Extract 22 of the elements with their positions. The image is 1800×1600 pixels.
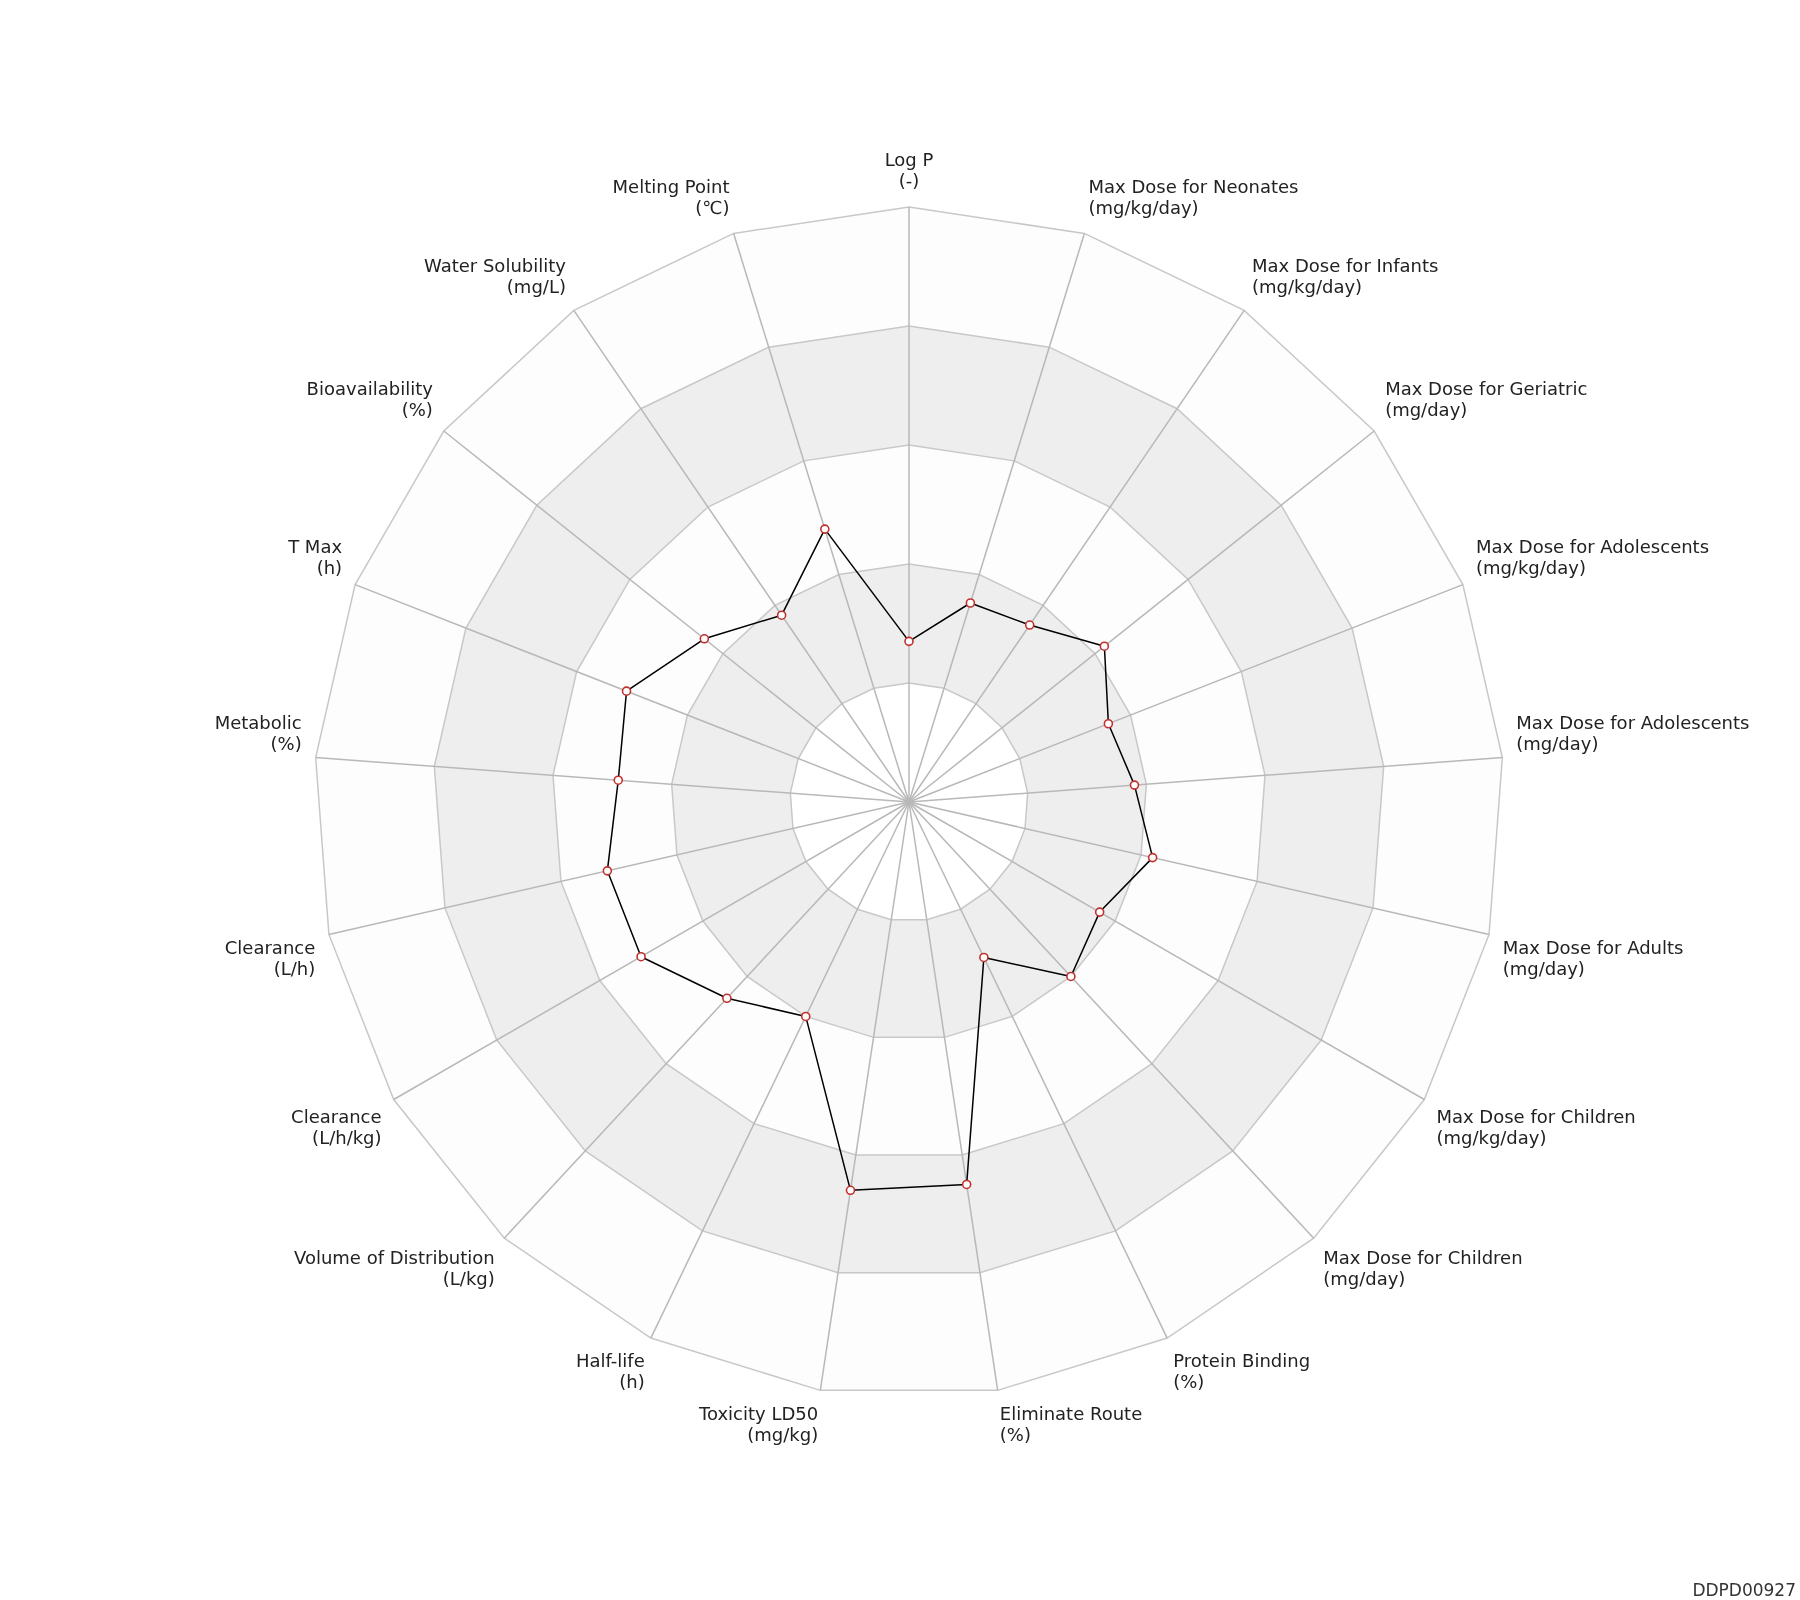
spoke-label: Half-life (h) (575, 1349, 645, 1392)
spoke-label: Max Dose for Adolescents (mg/day) (1516, 712, 1750, 755)
spoke-label: Protein Binding (%) (1173, 1349, 1311, 1392)
spoke-label: Max Dose for Geriatric (mg/day) (1385, 378, 1588, 421)
text: DDPD00927 (1692, 1580, 1796, 1600)
spoke-label: Max Dose for Children (mg/kg/day) (1436, 1105, 1636, 1148)
spoke-label: Max Dose for Adults (mg/day) (1502, 936, 1684, 979)
spoke-label: T Max (h) (287, 535, 343, 578)
spoke-label: Water Solubility (mg/L) (424, 254, 567, 297)
spoke-label: Volume of Distribution (L/kg) (294, 1247, 495, 1290)
spoke-label: Melting Point (℃) (612, 176, 730, 219)
spoke-label: Max Dose for Infants (mg/kg/day) (1252, 254, 1439, 297)
spoke-label: Toxicity LD50 (mg/kg) (698, 1403, 819, 1446)
spoke-label: Clearance (L/h/kg) (291, 1105, 382, 1148)
spoke-label: Max Dose for Children (mg/day) (1323, 1247, 1523, 1290)
spoke-label: Metabolic (%) (214, 712, 302, 755)
spoke-label: Log P (-) (884, 149, 934, 191)
spoke-label: Max Dose for Neonates (mg/kg/day) (1088, 176, 1299, 219)
spoke-label: Eliminate Route (%) (999, 1403, 1143, 1446)
spoke-label: Bioavailability (%) (306, 378, 434, 421)
spoke-label: Clearance (L/h) (224, 936, 316, 979)
spoke-label: Max Dose for Adolescents (mg/kg/day) (1475, 535, 1710, 578)
